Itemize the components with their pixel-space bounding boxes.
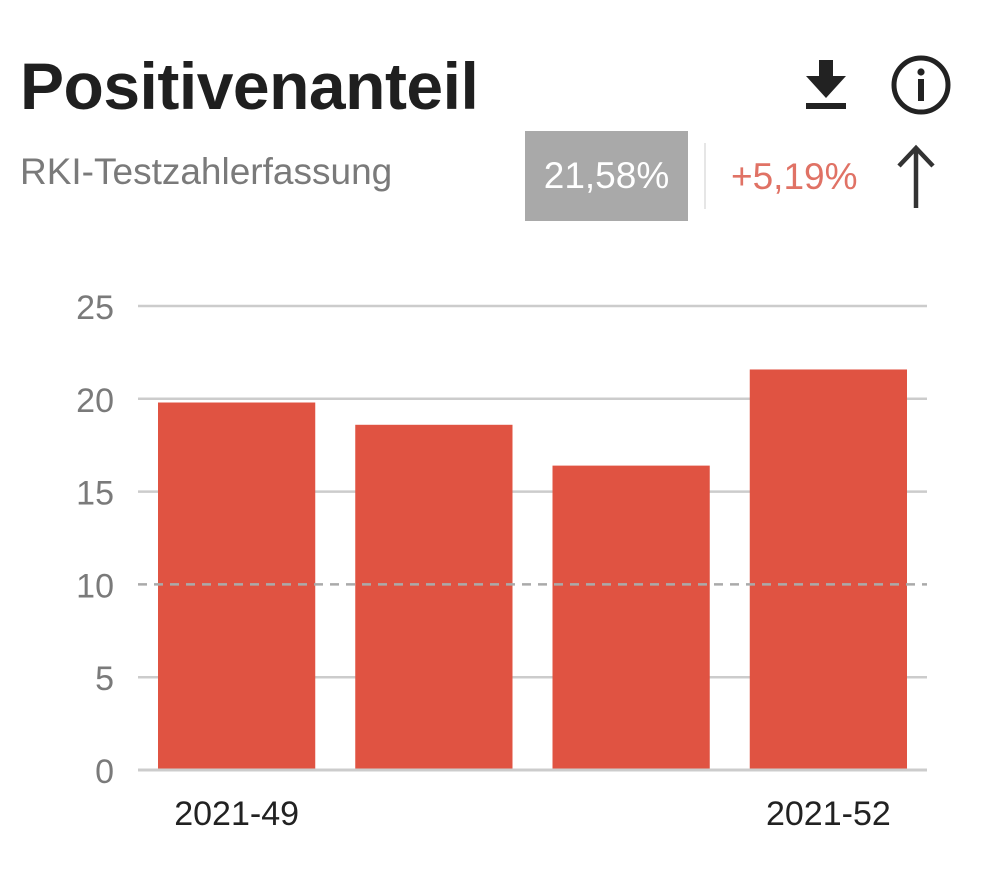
download-icon[interactable] bbox=[800, 56, 852, 112]
bar-2021-52 bbox=[749, 369, 907, 770]
page-title: Positivenanteil bbox=[20, 49, 479, 123]
bar-2021-51 bbox=[552, 465, 710, 770]
y-tick-label: 15 bbox=[76, 475, 114, 513]
y-tick-label: 10 bbox=[76, 567, 114, 605]
bar-2021-49 bbox=[158, 402, 316, 770]
y-tick-label: 25 bbox=[76, 289, 114, 327]
y-tick-label: 20 bbox=[76, 382, 114, 420]
divider bbox=[704, 143, 706, 209]
arrow-up-icon bbox=[893, 140, 939, 212]
page-subtitle: RKI-Testzahlerfassung bbox=[20, 151, 393, 192]
y-tick-label: 5 bbox=[95, 660, 114, 698]
x-tick-label: 2021-52 bbox=[766, 795, 891, 833]
change-value: +5,19% bbox=[731, 156, 858, 197]
current-value-badge: 21,58% bbox=[525, 131, 688, 221]
y-tick-label: 0 bbox=[95, 753, 114, 791]
x-tick-label: 2021-49 bbox=[174, 795, 299, 833]
bar-2021-50 bbox=[355, 424, 513, 770]
info-icon[interactable] bbox=[890, 54, 952, 116]
bar-chart: 0 5 10 15 20 25 2021-49 2021-52 bbox=[76, 289, 927, 833]
